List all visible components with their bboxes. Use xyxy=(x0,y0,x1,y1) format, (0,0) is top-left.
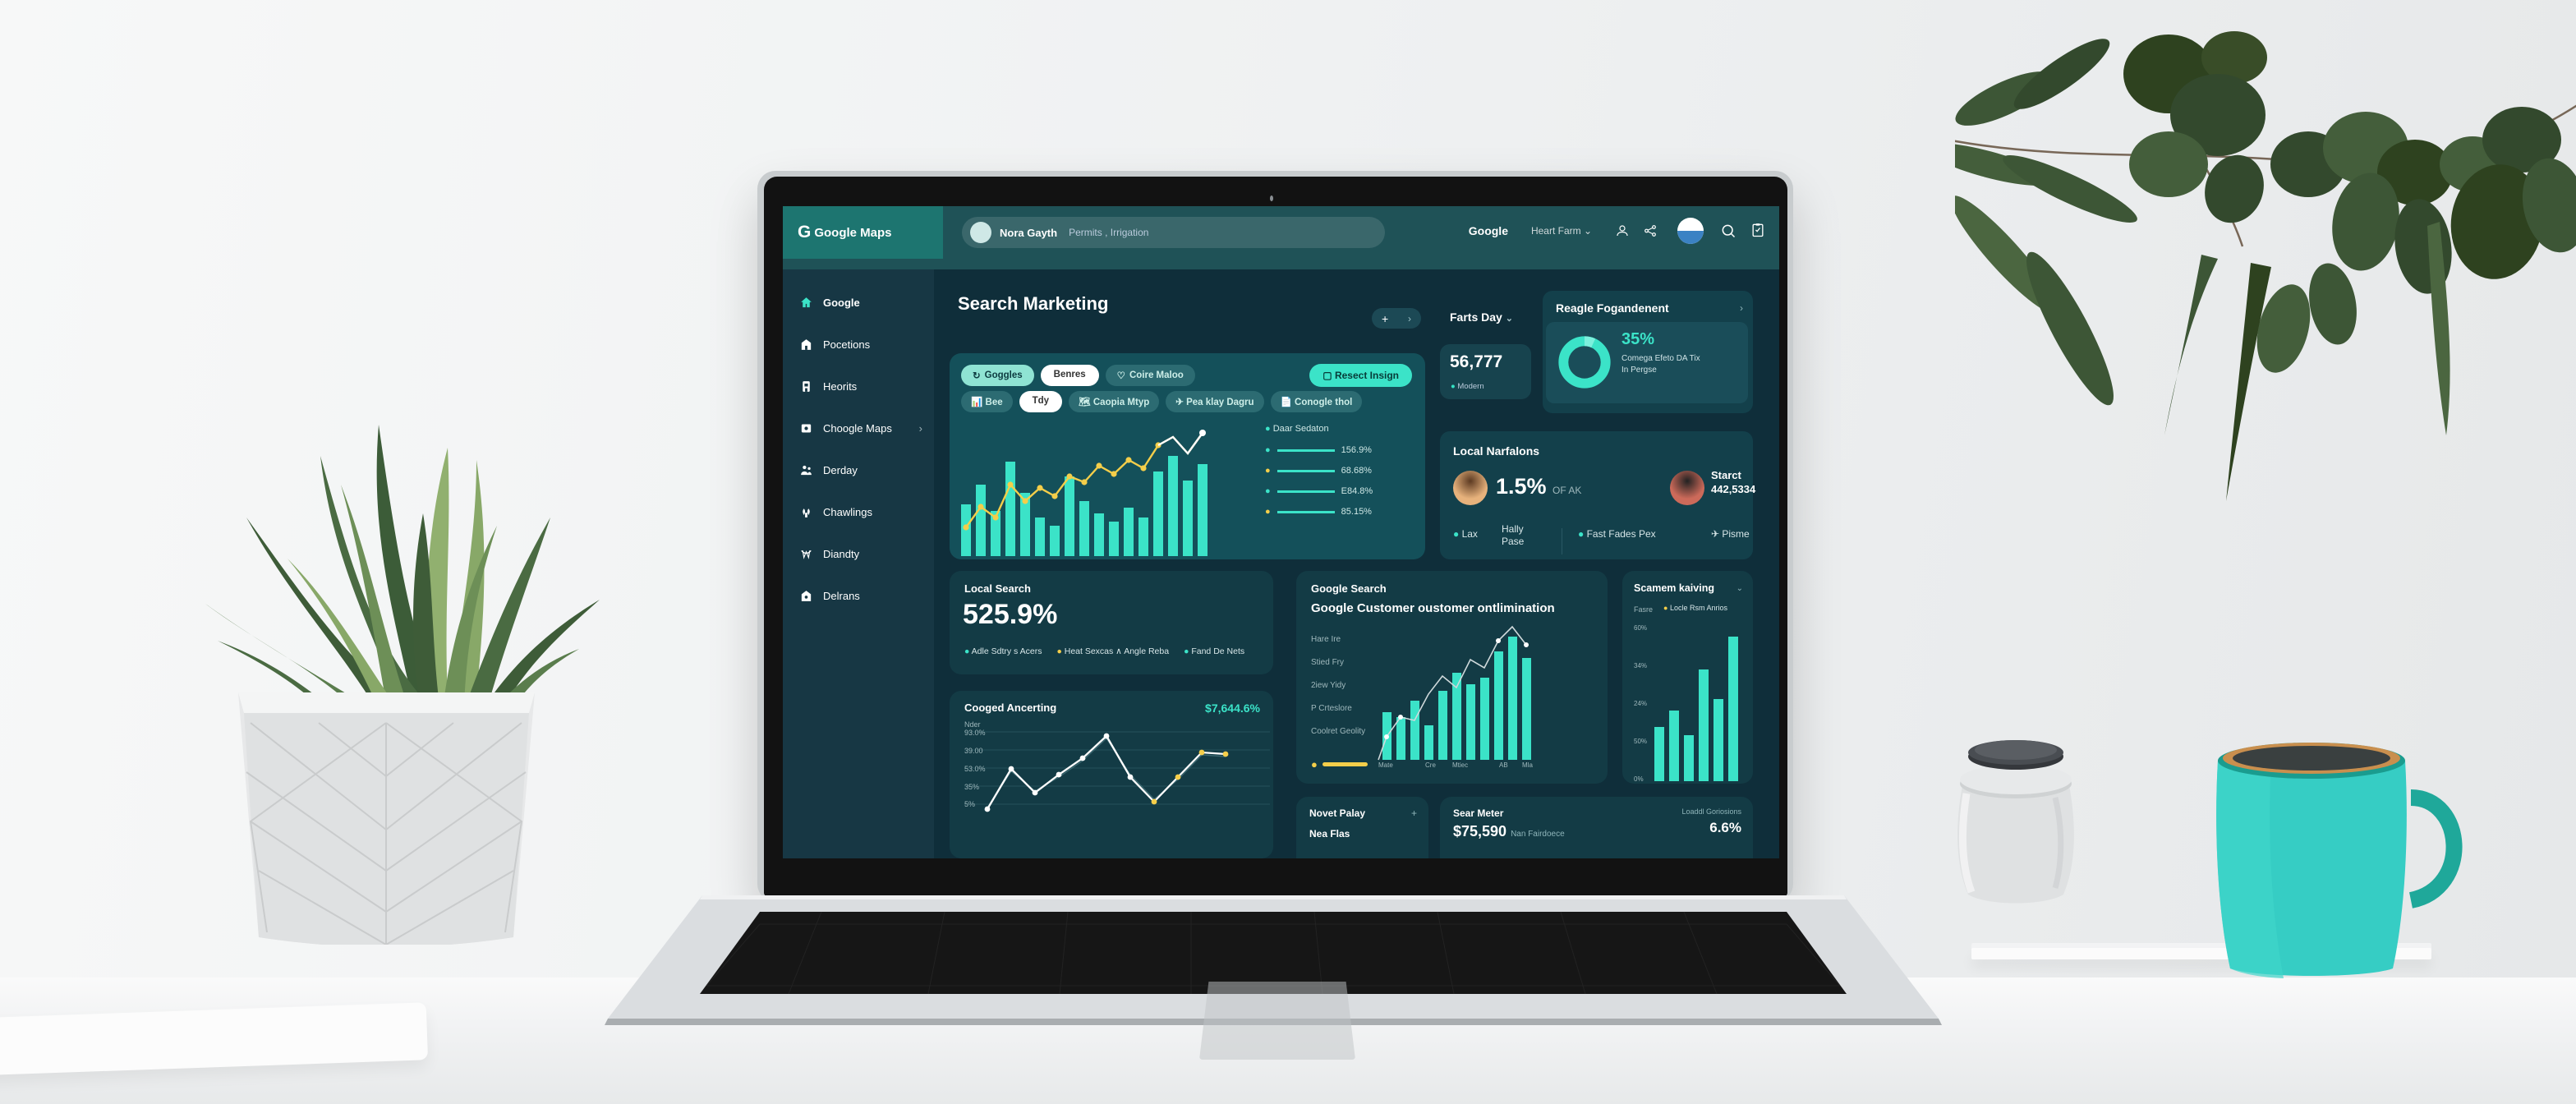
svg-text:35%: 35% xyxy=(964,783,979,791)
svg-text:93.0%: 93.0% xyxy=(964,729,986,737)
svg-text:34%: 34% xyxy=(1634,662,1647,669)
svg-text:39.00: 39.00 xyxy=(964,747,983,755)
svg-text:5%: 5% xyxy=(964,800,975,808)
svg-text:60%: 60% xyxy=(1634,624,1647,632)
svg-text:24%: 24% xyxy=(1634,700,1647,707)
svg-text:AB: AB xyxy=(1499,761,1508,768)
svg-text:0%: 0% xyxy=(1634,775,1644,783)
svg-text:Cre: Cre xyxy=(1425,761,1436,768)
svg-text:Mtiec: Mtiec xyxy=(1452,761,1468,768)
svg-text:50%: 50% xyxy=(1634,738,1647,745)
svg-text:Mla: Mla xyxy=(1522,761,1533,768)
svg-text:Mate: Mate xyxy=(1378,761,1393,768)
svg-text:53.0%: 53.0% xyxy=(964,765,986,773)
